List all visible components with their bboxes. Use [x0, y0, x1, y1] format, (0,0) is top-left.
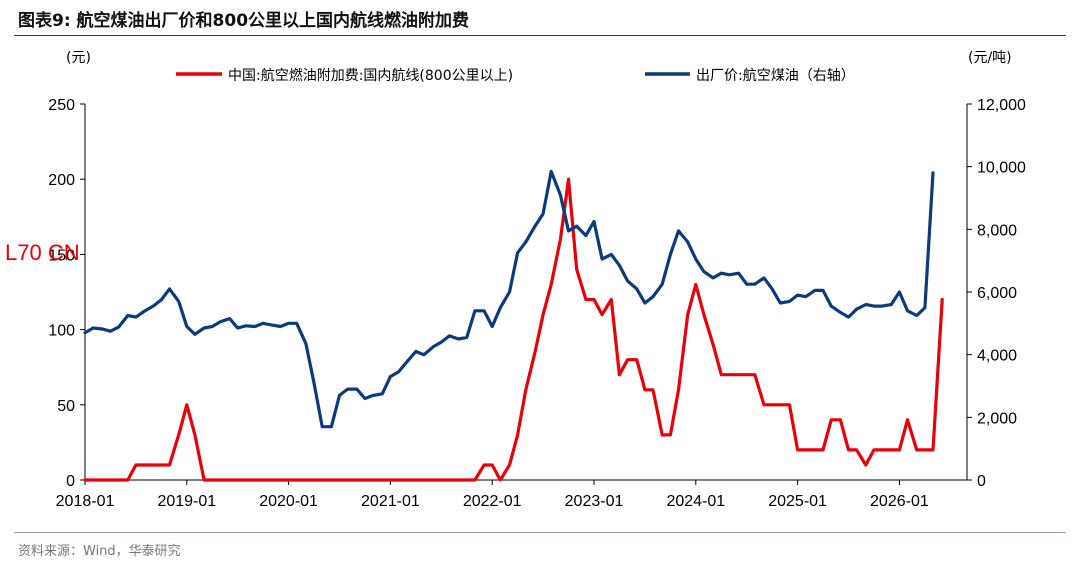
figure-title: 图表9: 航空煤油出厂价和800公里以上国内航线燃油附加费 [18, 11, 470, 31]
left-y-tick-label: 200 [48, 172, 75, 189]
right-y-tick-label: 10,000 [977, 160, 1026, 177]
x-tick-label: 2025-01 [768, 493, 827, 510]
source-rule [14, 532, 1066, 533]
right-y-tick-label: 4,000 [977, 348, 1017, 365]
x-tick-label: 2024-01 [666, 493, 725, 510]
left-y-tick-label: 100 [48, 323, 75, 340]
x-tick-label: 2019-01 [157, 493, 216, 510]
watermark-text: L70 CN [5, 240, 80, 265]
legend-label-surcharge: 中国:航空燃油附加费:国内航线(800公里以上) [228, 67, 513, 84]
left-y-tick-label: 0 [66, 473, 75, 490]
chart-axes: 0 50 100 150 200 250 0 2,000 4,000 6,000 8,000 10,0… [48, 97, 1026, 510]
x-tick-label: 2021-01 [361, 493, 420, 510]
right-y-tick-label: 12,000 [977, 97, 1026, 114]
right-y-tick-label: 6,000 [977, 285, 1017, 302]
legend-label-jet-fuel: 出厂价:航空煤油（右轴） [696, 68, 855, 84]
left-y-tick-label: 250 [48, 97, 75, 114]
x-tick-label: 2018-01 [56, 493, 115, 510]
right-y-tick-label: 8,000 [977, 222, 1017, 239]
left-axis-unit: (元) [66, 50, 91, 66]
chart-lines [83, 169, 944, 482]
surcharge-series-line [83, 177, 944, 482]
right-y-tick-label: 2,000 [977, 410, 1017, 427]
title-rule [14, 35, 1066, 36]
x-tick-label: 2023-01 [565, 493, 624, 510]
x-tick-label: 2020-01 [259, 493, 318, 510]
line-chart: 0 50 100 150 200 250 0 2,000 4,000 6,000 8,000 10,0… [48, 50, 1026, 510]
x-tick-label: 2026-01 [870, 493, 929, 510]
left-y-tick-label: 50 [57, 398, 75, 415]
left-y-tick-label: 150 [48, 247, 75, 264]
right-y-tick-label: 0 [977, 473, 986, 490]
right-axis-unit: (元/吨) [968, 50, 1012, 66]
source-note: 资料来源：Wind，华泰研究 [18, 544, 181, 559]
x-tick-label: 2022-01 [463, 493, 522, 510]
jet-fuel-series-line [83, 169, 935, 429]
chart-legend: 中国:航空燃油附加费:国内航线(800公里以上) 出厂价:航空煤油（右轴） [176, 67, 855, 84]
